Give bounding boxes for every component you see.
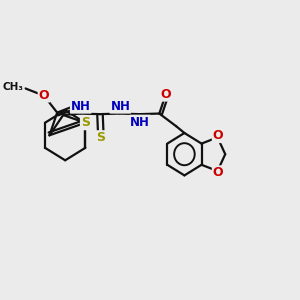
Text: O: O bbox=[160, 88, 171, 100]
Text: S: S bbox=[96, 131, 105, 144]
Text: O: O bbox=[213, 129, 224, 142]
Text: NH: NH bbox=[110, 100, 130, 113]
Text: S: S bbox=[81, 116, 90, 129]
Text: NH: NH bbox=[130, 116, 150, 129]
Text: O: O bbox=[72, 99, 83, 112]
Text: CH₃: CH₃ bbox=[3, 82, 24, 92]
Text: O: O bbox=[39, 88, 49, 102]
Text: O: O bbox=[213, 166, 224, 179]
Text: NH: NH bbox=[71, 100, 91, 113]
